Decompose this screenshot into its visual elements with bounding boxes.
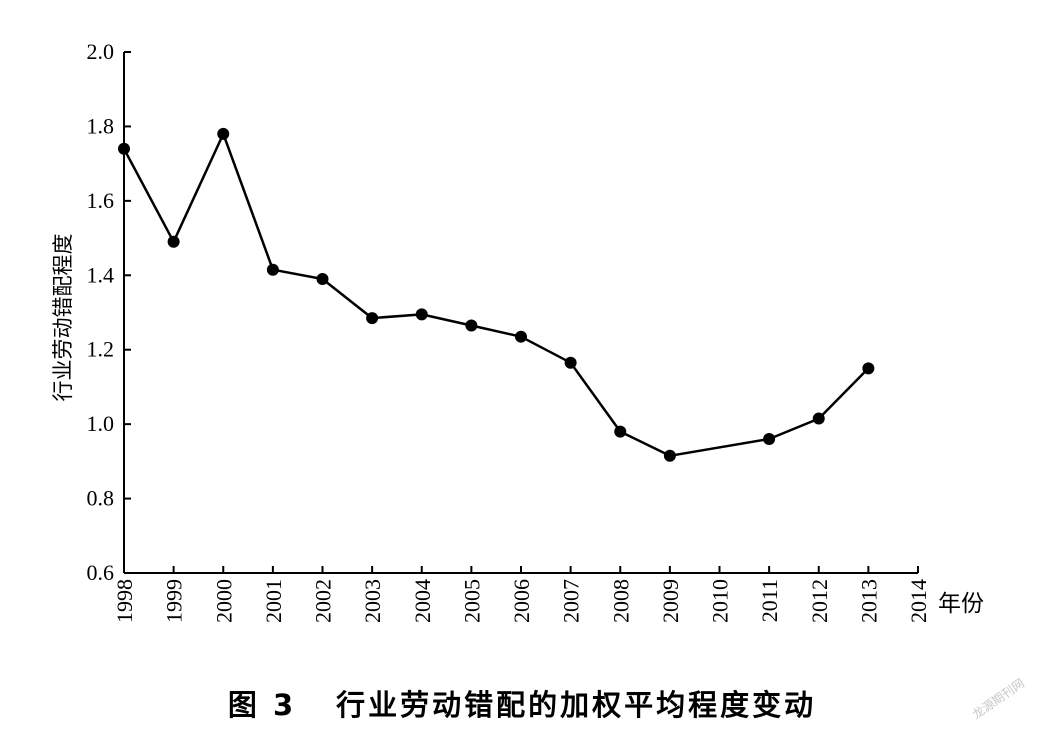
labels: 0.6 0.8 1.0 1.2 1.4 1.6 1.8 2.0 1998 1999 2000 2001…	[51, 39, 984, 623]
y-axis-title: 行业劳动错配程度	[51, 234, 75, 402]
data-point	[763, 433, 776, 446]
x-tick-label: 2003	[360, 579, 385, 623]
data-point	[515, 330, 527, 343]
figure-number: 图 3	[227, 688, 297, 722]
data-point	[316, 273, 329, 286]
x-tick-label: 2004	[410, 579, 435, 623]
x-tick-label: 2008	[608, 579, 633, 623]
data-point	[812, 412, 825, 425]
data-point	[167, 235, 180, 248]
data-point	[217, 127, 230, 140]
data-point	[366, 312, 379, 325]
data-point	[465, 319, 478, 332]
x-tick-label: 2000	[211, 579, 236, 623]
x-tick-label: 2007	[559, 579, 584, 623]
x-tick-label: 2002	[311, 579, 336, 623]
series-line	[122, 132, 870, 458]
figure-caption-text: 行业劳动错配的加权平均程度变动	[336, 688, 817, 722]
line-chart: 0.6 0.8 1.0 1.2 1.4 1.6 1.8 2.0 1998 1999 2000 2001…	[51, 39, 984, 623]
y-tick-label: 0.8	[87, 486, 115, 511]
ticks	[123, 51, 919, 574]
x-tick-label: 2005	[459, 579, 484, 623]
x-tick-label: 2006	[509, 579, 534, 623]
data-point	[614, 425, 627, 438]
data-point	[415, 308, 428, 321]
x-tick-label: 2011	[757, 579, 782, 622]
y-tick-label: 1.0	[87, 411, 115, 436]
figure-caption: 图 3 行业劳动错配的加权平均程度变动	[0, 682, 1044, 724]
plot-area	[118, 127, 875, 462]
x-tick-label: 2012	[807, 579, 832, 623]
y-tick-label: 1.8	[87, 113, 115, 138]
y-tick-label: 1.4	[87, 262, 115, 287]
data-point	[266, 263, 279, 276]
y-tick-label: 1.6	[87, 188, 115, 213]
x-tick-label: 1998	[112, 579, 137, 623]
x-tick-label: 2001	[261, 579, 286, 623]
x-tick-label: 1999	[162, 579, 187, 623]
data-point	[118, 142, 130, 155]
data-point	[862, 362, 875, 375]
y-tick-label: 1.2	[87, 337, 115, 362]
axes	[123, 52, 918, 574]
x-tick-label: 2010	[708, 579, 733, 623]
data-point	[663, 449, 676, 462]
y-tick-label: 2.0	[87, 39, 115, 64]
data-point	[564, 356, 577, 369]
x-axis-title: 年份	[938, 591, 984, 617]
x-tick-label: 2009	[658, 579, 683, 623]
x-tick-label: 2014	[906, 579, 931, 623]
x-tick-label: 2013	[856, 579, 881, 623]
y-tick-label: 0.6	[87, 560, 115, 585]
